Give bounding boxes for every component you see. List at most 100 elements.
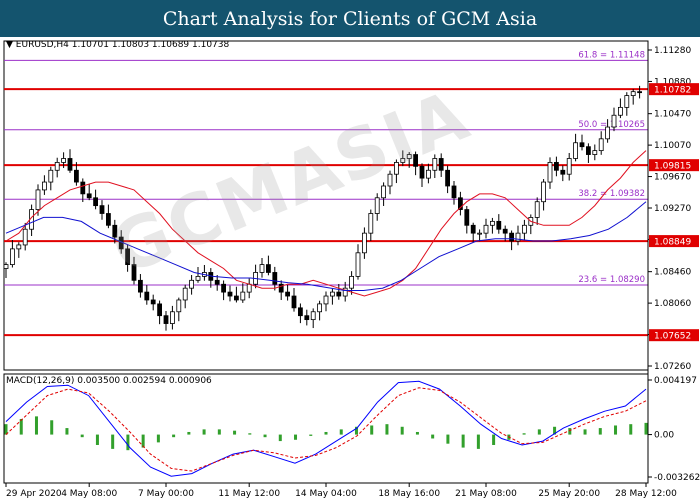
candle-body	[560, 169, 566, 175]
macd-axis-label: 0.00	[654, 431, 674, 441]
candle-body	[425, 169, 431, 179]
time-axis-label: 18 May 16:00	[378, 489, 440, 499]
candle-body	[496, 220, 502, 230]
time-axis-label: 29 Apr 2020	[6, 489, 62, 499]
macd-histogram-bar	[461, 434, 465, 448]
candle-body	[349, 275, 355, 289]
candle-body	[74, 169, 79, 183]
candle-body	[272, 272, 278, 285]
price-axis-label: 1.07260	[654, 362, 691, 372]
candle-body	[189, 279, 195, 289]
candle-body	[67, 158, 73, 171]
candle-body	[342, 287, 348, 297]
candle-body	[297, 307, 303, 317]
macd-histogram-bar	[278, 434, 282, 442]
candle-body	[361, 232, 367, 254]
candle-body	[214, 279, 220, 285]
candle-body	[566, 158, 572, 175]
candle-body	[9, 248, 15, 265]
candle-body	[16, 244, 22, 250]
macd-histogram-bar	[233, 430, 237, 435]
candle-body	[22, 228, 28, 246]
candle-body	[432, 158, 438, 171]
candle-body	[573, 142, 578, 159]
candle-body	[54, 162, 60, 171]
macd-histogram-bar	[415, 431, 419, 435]
macd-histogram-bar	[339, 429, 343, 435]
candle-body	[86, 193, 92, 199]
candle-body	[195, 275, 201, 281]
macd-histogram-bar	[111, 434, 115, 449]
candle-body	[618, 106, 623, 116]
sr-level-label: 1.10782	[654, 86, 691, 96]
macd-histogram-bar	[598, 428, 602, 435]
price-axis-label: 1.09270	[654, 204, 691, 214]
candle-body	[336, 291, 342, 297]
candle-body	[42, 181, 47, 191]
candle-body	[541, 181, 546, 203]
candle-body	[438, 158, 444, 171]
macd-histogram-bar	[629, 424, 633, 435]
candle-body	[400, 158, 406, 163]
macd-histogram-bar	[614, 425, 618, 435]
symbol-info: ▼ EURUSD,H4 1.10701 1.10803 1.10689 1.10…	[6, 40, 229, 50]
candle-body	[509, 232, 515, 242]
candle-body	[637, 91, 642, 94]
price-axis-label: 1.11280	[654, 46, 691, 56]
macd-histogram-bar	[65, 428, 69, 435]
price-axis-label: 1.08060	[654, 299, 691, 309]
candle-body	[522, 224, 527, 234]
candle-body	[592, 150, 598, 155]
price-axis-label: 1.10880	[654, 77, 691, 87]
candle-body	[605, 126, 610, 140]
macd-histogram-bar	[19, 418, 23, 435]
candle-body	[586, 146, 591, 155]
time-axis-label: 21 May 08:00	[455, 489, 517, 499]
time-axis-label: 14 May 04:00	[295, 489, 357, 499]
macd-label: MACD(12,26,9) 0.003500 0.002594 0.000906	[6, 376, 212, 386]
fib-level-label: 23.6 = 1.08290	[578, 275, 645, 285]
candle-body	[502, 228, 508, 234]
price-chart: 1.11280 1.10880 1.10470 1.10070 1.09670 1.092…	[3, 40, 700, 499]
macd-histogram-bar	[4, 424, 8, 435]
macd-histogram-bar	[156, 434, 160, 443]
sr-level-tag	[649, 329, 699, 342]
macd-histogram-bar	[583, 429, 587, 435]
macd-histogram-bar	[492, 434, 496, 445]
candle-body	[310, 311, 316, 321]
macd-histogram-bar	[248, 433, 252, 435]
page-title: Chart Analysis for Clients of GCM Asia	[162, 7, 538, 30]
macd-histogram-bar	[141, 434, 145, 448]
candle-body	[291, 295, 297, 309]
candle-body	[259, 264, 265, 273]
candle-body	[554, 162, 559, 171]
macd-histogram-bar	[50, 420, 54, 435]
symbol-dropdown-icon[interactable]: ▼	[6, 40, 13, 50]
candle-body	[233, 295, 239, 301]
macd-histogram-bar	[187, 431, 191, 435]
candle-body	[157, 303, 163, 317]
fib-level-label: 61.8 = 1.11148	[578, 50, 645, 60]
candle-body	[221, 283, 227, 293]
time-axis-label: 28 May 12:00	[615, 489, 677, 499]
macd-panel-frame	[3, 373, 649, 484]
time-axis-label: 25 May 20:00	[538, 489, 600, 499]
candle-body	[374, 197, 380, 214]
candle-body	[534, 201, 540, 218]
time-axis-label: 7 May 00:00	[138, 489, 194, 499]
candle-body	[131, 264, 137, 281]
candle-body	[285, 291, 291, 297]
candle-body	[35, 189, 41, 210]
candle-body	[419, 165, 425, 179]
candle-body	[304, 315, 310, 321]
macd-histogram-bar	[34, 416, 38, 435]
price-axis-label: 1.10070	[654, 141, 691, 151]
candle-body	[477, 232, 483, 235]
candle-body	[387, 173, 393, 187]
macd-histogram-bar	[537, 429, 541, 435]
candle-body	[93, 197, 98, 207]
moving-average-fast-line	[5, 150, 647, 297]
candle-body	[413, 154, 419, 167]
candle-body	[3, 264, 9, 269]
candle-body	[106, 213, 111, 226]
